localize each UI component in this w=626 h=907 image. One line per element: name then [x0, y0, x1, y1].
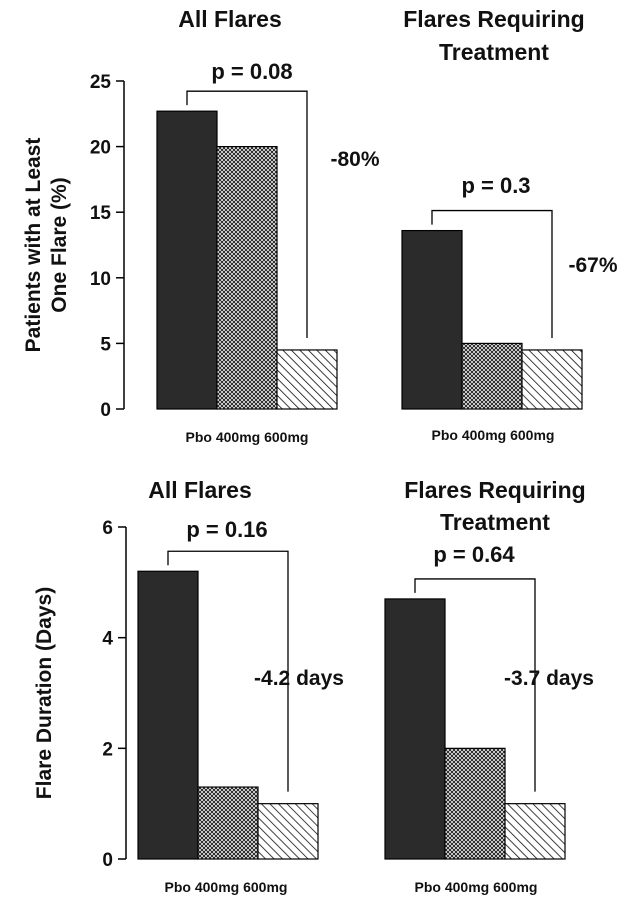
y-tick-label: 0: [100, 400, 111, 421]
bar-pbo: [137, 570, 199, 860]
y-tick-label: 20: [90, 138, 111, 159]
change-label: -67%: [568, 254, 617, 277]
chart-panel-2: 0 2 4 6 Flare Duration (Days) All Flares p = 0…: [33, 477, 594, 895]
p-value-label: p = 0.3: [461, 173, 530, 198]
y-tick-label: 25: [90, 72, 112, 93]
p-value-label: p = 0.64: [433, 542, 515, 567]
bar-group-2: Flares Requiring Treatment p = 0.3 -67% Pbo …: [401, 6, 618, 443]
x-category-label: Pbo 400mg 600mg: [186, 429, 309, 445]
group-title: All Flares: [178, 6, 282, 32]
y-tick-label: 2: [102, 739, 113, 760]
x-category-label: Pbo 400mg 600mg: [432, 427, 555, 443]
bar-group-1: All Flares p = 0.08 -80% Pbo 400mg 600mg: [156, 6, 380, 445]
group-title: Treatment: [439, 39, 549, 65]
x-category-label: Pbo 400mg 600mg: [165, 879, 288, 895]
y-axis-label: Patients with at Least One Flare (%): [22, 138, 71, 353]
p-value-label: p = 0.16: [186, 517, 267, 542]
group-title: Flares Requiring: [403, 6, 584, 32]
change-label: -80%: [330, 148, 379, 171]
y-tick-label: 0: [102, 850, 113, 871]
y-axis-label: Flare Duration (Days): [33, 587, 56, 799]
bar-400mg: [197, 786, 259, 860]
bar-400mg: [216, 146, 278, 410]
significance-bracket: [414, 578, 536, 792]
significance-bracket: [431, 209, 553, 338]
bar-400mg: [461, 342, 523, 410]
y-tick-label: 10: [90, 269, 111, 290]
change-label: -4.2 days: [254, 667, 344, 690]
y-tick-label: 5: [100, 334, 111, 355]
change-label: -3.7 days: [504, 667, 594, 690]
bar-600mg: [521, 349, 583, 410]
bar-pbo: [384, 598, 446, 860]
significance-bracket: [186, 90, 308, 338]
bar-group-2: Flares Requiring Treatment p = 0.64 -3.7 da…: [384, 477, 594, 895]
x-category-label: Pbo 400mg 600mg: [415, 879, 538, 895]
group-title: Treatment: [440, 509, 550, 535]
bar-pbo: [156, 110, 218, 410]
y-tick-label: 15: [90, 203, 112, 224]
bar-group-1: All Flares p = 0.16 -4.2 days Pbo 400mg 600…: [137, 477, 344, 895]
group-title: Flares Requiring: [404, 477, 585, 503]
y-tick-label: 4: [102, 629, 113, 650]
significance-bracket: [167, 550, 289, 792]
bar-600mg: [276, 349, 338, 410]
y-tick-label: 6: [102, 518, 113, 539]
bar-600mg: [504, 803, 566, 860]
chart-panel-1: 0 5 10 15 20 25 Patients with at Least One Flar…: [22, 6, 618, 445]
bar-600mg: [257, 803, 319, 860]
p-value-label: p = 0.08: [211, 59, 292, 84]
bar-400mg: [444, 747, 506, 860]
bar-pbo: [401, 229, 463, 410]
group-title: All Flares: [148, 477, 252, 503]
